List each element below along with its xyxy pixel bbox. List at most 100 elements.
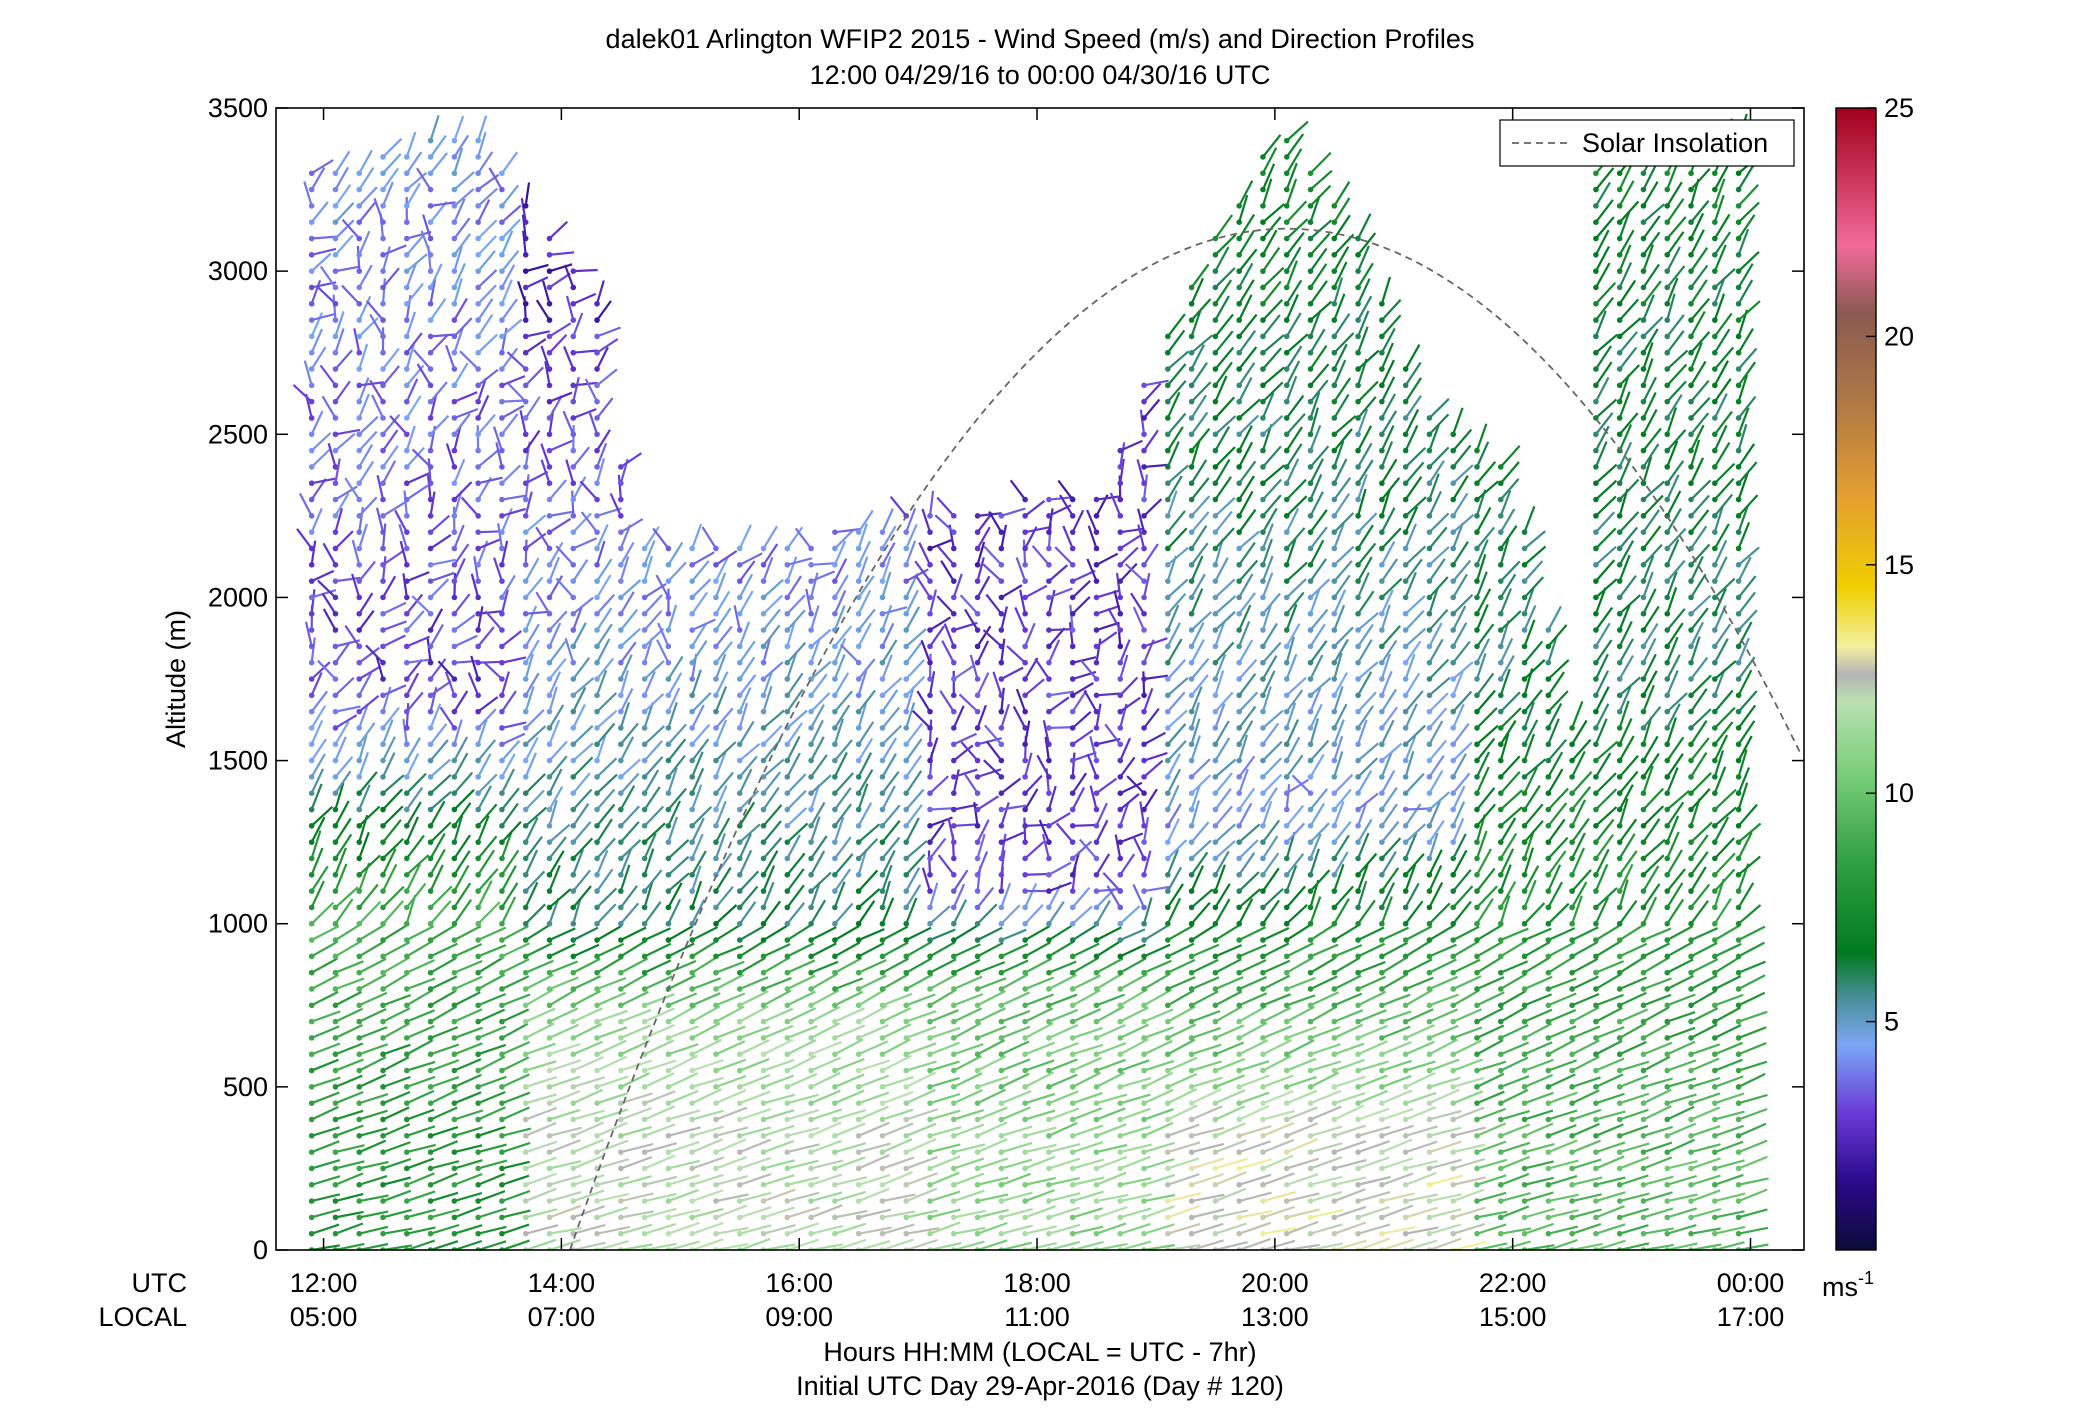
wind-barb bbox=[427, 680, 452, 699]
wind-barb bbox=[689, 992, 721, 1009]
wind-barb bbox=[404, 446, 425, 470]
wind-barb bbox=[499, 1174, 530, 1188]
wind-barb bbox=[451, 263, 467, 291]
wind-barb bbox=[373, 198, 386, 225]
wind-barb bbox=[522, 491, 533, 519]
wind-barb bbox=[570, 476, 587, 503]
wind-barb bbox=[903, 817, 920, 845]
wind-barb bbox=[594, 623, 613, 650]
wind-barb bbox=[380, 1189, 412, 1204]
wind-barb bbox=[1545, 605, 1562, 633]
wind-barb bbox=[332, 530, 354, 552]
wind-barb bbox=[570, 537, 597, 552]
wind-barb bbox=[1212, 883, 1231, 911]
wind-barb bbox=[657, 622, 672, 650]
wind-barb bbox=[332, 202, 355, 225]
wind-barb bbox=[427, 975, 458, 992]
wind-barb bbox=[321, 592, 339, 617]
wind-barb bbox=[546, 850, 565, 878]
wind-barb bbox=[1426, 424, 1440, 454]
wind-barb bbox=[1450, 573, 1468, 601]
wind-barb bbox=[404, 262, 418, 291]
wind-barb bbox=[319, 265, 339, 291]
wind-barb bbox=[308, 1159, 341, 1172]
wind-barb bbox=[594, 903, 617, 927]
wind-barb bbox=[665, 1188, 699, 1204]
wind-barb bbox=[1331, 458, 1348, 487]
wind-barb bbox=[380, 181, 394, 209]
wind-barb bbox=[618, 772, 640, 796]
wind-barb bbox=[689, 1088, 722, 1106]
wind-barb bbox=[427, 900, 452, 927]
wind-barb bbox=[641, 610, 663, 633]
wind-barb bbox=[499, 404, 525, 421]
wind-barb bbox=[404, 1190, 436, 1204]
wind-barb bbox=[427, 533, 452, 552]
wind-barb bbox=[499, 721, 527, 731]
wind-barb bbox=[1735, 882, 1755, 911]
wind-barb bbox=[1093, 692, 1121, 699]
y-tick-label: 2000 bbox=[208, 582, 268, 612]
wind-barb bbox=[618, 864, 631, 894]
wind-barb bbox=[665, 1072, 699, 1090]
wind-barb bbox=[546, 1075, 581, 1090]
wind-barb bbox=[380, 719, 394, 748]
wind-barb bbox=[641, 1072, 675, 1090]
wind-barb bbox=[546, 943, 576, 960]
wind-barb bbox=[332, 265, 361, 274]
wind-barb bbox=[470, 573, 481, 601]
wind-barb bbox=[618, 1223, 653, 1237]
wind-barb bbox=[404, 282, 424, 307]
wind-barb bbox=[1593, 703, 1610, 731]
wind-barb bbox=[522, 539, 529, 568]
wind-barb bbox=[594, 837, 616, 862]
wind-barb bbox=[427, 1223, 460, 1237]
wind-barb bbox=[475, 849, 496, 878]
wind-barb bbox=[380, 900, 405, 927]
wind-barb bbox=[475, 151, 494, 177]
y-tick-label: 3500 bbox=[208, 93, 268, 123]
wind-barb bbox=[1379, 425, 1395, 454]
wind-barb bbox=[499, 1127, 532, 1139]
wind-barb bbox=[665, 1043, 699, 1058]
wind-barb bbox=[546, 1059, 582, 1074]
wind-barb bbox=[855, 900, 876, 927]
wind-barb bbox=[665, 959, 697, 976]
wind-barb bbox=[308, 312, 324, 340]
wind-barb bbox=[594, 558, 613, 584]
wind-barb bbox=[1379, 276, 1392, 307]
wind-barb bbox=[499, 1223, 530, 1237]
wind-barb bbox=[546, 610, 568, 633]
wind-barb bbox=[404, 1108, 435, 1123]
wind-barb bbox=[570, 1056, 604, 1074]
wind-barb bbox=[618, 990, 649, 1009]
wind-barb bbox=[832, 528, 861, 535]
wind-barb bbox=[618, 1092, 653, 1106]
wind-barb bbox=[1545, 881, 1563, 911]
wind-barb bbox=[520, 198, 529, 225]
wind-barb bbox=[308, 540, 317, 568]
wind-barb bbox=[618, 926, 647, 943]
wind-barb bbox=[427, 758, 452, 780]
wind-barb bbox=[499, 1091, 531, 1106]
wind-barb bbox=[1712, 556, 1728, 584]
wind-barb bbox=[546, 1204, 582, 1221]
wind-barb bbox=[451, 413, 471, 438]
wind-barb bbox=[332, 833, 353, 862]
wind-barb bbox=[565, 295, 577, 323]
wind-barb bbox=[1474, 766, 1490, 796]
wind-barb bbox=[427, 263, 443, 291]
wind-barb bbox=[974, 926, 1003, 943]
wind-barb bbox=[1688, 360, 1707, 389]
wind-barb bbox=[665, 992, 698, 1009]
wind-barb bbox=[356, 343, 369, 372]
wind-barb bbox=[427, 381, 448, 405]
wind-barb bbox=[760, 670, 774, 699]
wind-barb bbox=[689, 692, 712, 715]
wind-barb bbox=[499, 1056, 530, 1074]
wind-barb bbox=[546, 272, 571, 291]
wind-barb bbox=[356, 393, 370, 421]
wind-barb bbox=[1593, 262, 1611, 291]
wind-barb bbox=[713, 1175, 749, 1188]
wind-barb bbox=[308, 830, 322, 862]
